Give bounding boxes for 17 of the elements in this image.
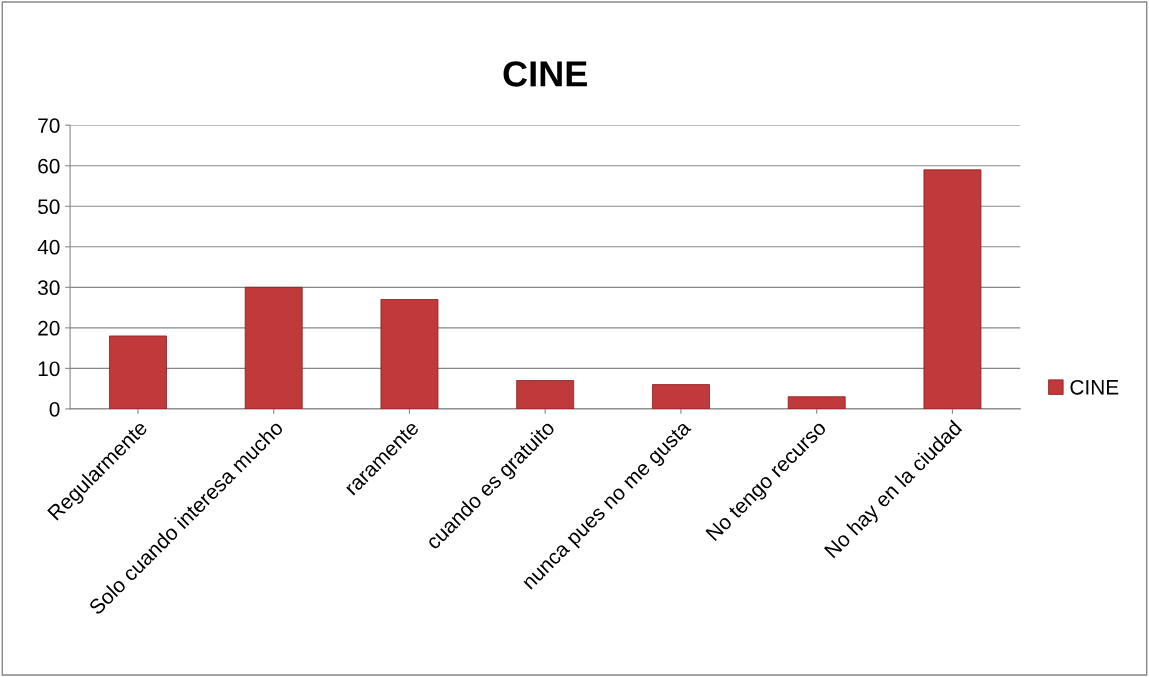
chart-title: CINE [503,61,587,87]
bar [652,384,710,409]
y-tick-label: 10 [38,361,60,377]
y-tick-label: 60 [38,158,60,174]
bar [244,286,303,409]
y-tick-label: 50 [38,199,60,215]
y-tick-label: 20 [38,320,60,336]
y-tick-label: 40 [37,239,60,255]
y-tick-label: 0 [49,401,60,417]
bar [380,299,439,409]
bar [516,380,575,409]
y-tick-label: 70 [38,118,60,133]
y-tick-label: 30 [37,280,60,296]
bar [787,396,846,409]
bar [109,335,167,409]
legend-label: CINE [1070,379,1119,395]
bar [923,169,982,409]
